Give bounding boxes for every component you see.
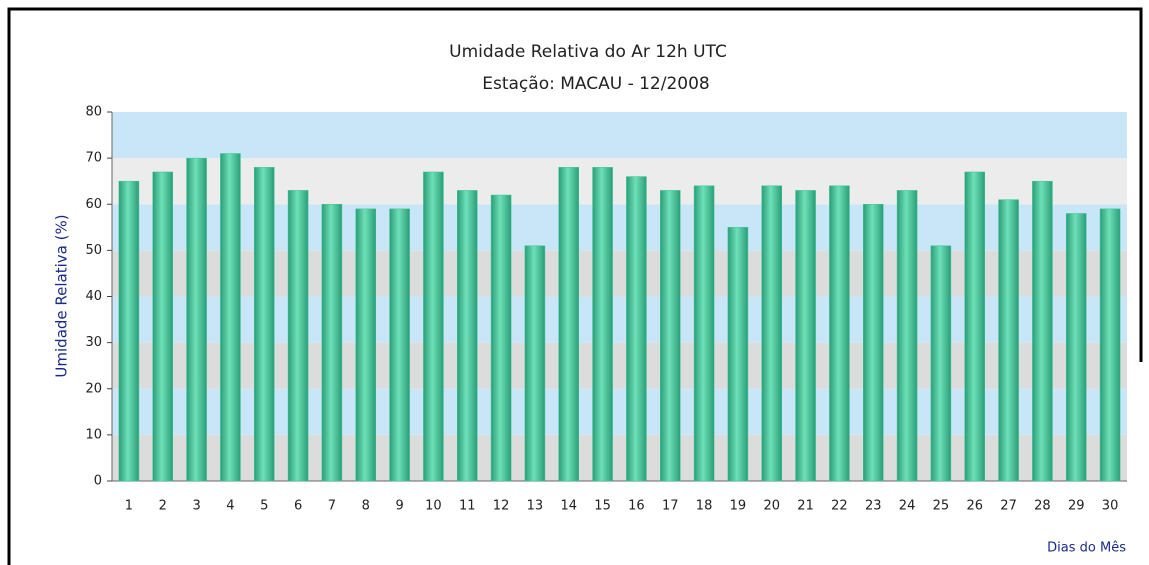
bar xyxy=(1032,180,1053,482)
x-tick-label: 19 xyxy=(730,499,747,514)
bar xyxy=(863,204,884,482)
y-tick-label: 80 xyxy=(85,105,102,120)
background-band xyxy=(112,112,1127,159)
background-band xyxy=(112,296,1127,343)
bar xyxy=(118,180,140,482)
y-tick-label: 60 xyxy=(85,197,102,212)
bar xyxy=(1066,213,1087,482)
x-tick-label: 6 xyxy=(294,499,302,514)
x-tick-label: 16 xyxy=(628,499,645,514)
chart-title: Umidade Relativa do Ar 12h UTC xyxy=(449,42,727,62)
x-tick-label: 4 xyxy=(226,499,234,514)
x-tick-label: 23 xyxy=(865,499,882,514)
bar xyxy=(829,185,850,482)
background-band xyxy=(112,204,1127,251)
y-tick-label: 40 xyxy=(85,289,102,304)
x-tick-label: 30 xyxy=(1102,499,1119,514)
x-tick-label: 7 xyxy=(328,499,336,514)
y-tick-label: 10 xyxy=(85,427,102,442)
bar xyxy=(287,190,309,482)
bar xyxy=(896,190,918,482)
bar xyxy=(355,208,376,482)
x-tick-label: 14 xyxy=(560,499,577,514)
bar xyxy=(389,208,410,482)
background-band xyxy=(112,342,1127,389)
bar xyxy=(795,190,816,482)
bar xyxy=(558,167,579,482)
bar xyxy=(152,171,173,482)
chart-subtitle: Estação: MACAU - 12/2008 xyxy=(482,74,709,94)
bar xyxy=(220,153,241,482)
x-tick-label: 12 xyxy=(493,499,510,514)
y-tick-label: 0 xyxy=(94,474,102,489)
x-tick-label: 22 xyxy=(831,499,848,514)
bar xyxy=(186,157,207,482)
bar xyxy=(423,171,444,482)
bar xyxy=(490,194,512,482)
y-tick-label: 70 xyxy=(85,151,102,166)
background-band xyxy=(112,388,1127,435)
x-tick-label: 26 xyxy=(966,499,983,514)
x-tick-label: 13 xyxy=(527,499,544,514)
x-tick-label: 28 xyxy=(1034,499,1051,514)
x-tick-label: 25 xyxy=(933,499,950,514)
bar xyxy=(998,199,1019,482)
x-tick-label: 11 xyxy=(459,499,476,514)
bar xyxy=(1099,208,1121,482)
bar xyxy=(660,190,681,482)
x-tick-label: 29 xyxy=(1068,499,1085,514)
bar xyxy=(592,167,613,482)
y-axis-label: Umidade Relativa (%) xyxy=(53,214,71,377)
x-tick-label: 27 xyxy=(1000,499,1017,514)
bar xyxy=(254,167,275,482)
x-tick-label: 24 xyxy=(899,499,916,514)
bar xyxy=(524,245,546,482)
x-tick-label: 5 xyxy=(260,499,268,514)
x-tick-label: 18 xyxy=(696,499,713,514)
background-band xyxy=(112,434,1127,481)
background-band xyxy=(112,250,1127,297)
y-tick-label: 50 xyxy=(85,243,102,258)
x-axis-label: Dias do Mês xyxy=(1047,541,1126,556)
x-tick-label: 10 xyxy=(425,499,442,514)
x-tick-label: 15 xyxy=(594,499,611,514)
x-tick-label: 9 xyxy=(395,499,403,514)
bar xyxy=(457,190,478,482)
x-tick-label: 1 xyxy=(125,499,133,514)
bar xyxy=(626,176,647,482)
x-tick-label: 8 xyxy=(362,499,370,514)
frame xyxy=(7,7,1143,565)
bar xyxy=(727,227,749,482)
background-band xyxy=(112,158,1127,205)
x-tick-label: 20 xyxy=(763,499,780,514)
x-tick-label: 17 xyxy=(662,499,679,514)
bar xyxy=(761,185,782,482)
y-tick-label: 30 xyxy=(85,335,102,350)
y-tick-label: 20 xyxy=(85,381,102,396)
bar xyxy=(964,171,985,482)
bar xyxy=(930,245,952,482)
x-tick-label: 21 xyxy=(797,499,814,514)
x-tick-label: 3 xyxy=(192,499,200,514)
plot-area xyxy=(111,112,1127,482)
x-tick-label: 2 xyxy=(159,499,167,514)
bar xyxy=(693,185,715,482)
bar xyxy=(321,204,343,482)
